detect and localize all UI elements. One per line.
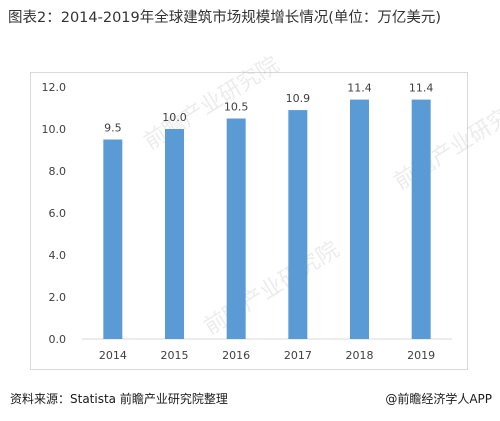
data-label: 10.9 bbox=[286, 92, 311, 105]
y-tick-label: 0.0 bbox=[49, 333, 67, 346]
bar bbox=[103, 139, 123, 339]
watermark-text: 前瞻产业研究院 bbox=[140, 52, 284, 155]
x-tick-label: 2018 bbox=[346, 349, 374, 362]
x-axis-ticks: 2014 2015 2016 2017 2018 2019 bbox=[99, 349, 435, 362]
bar bbox=[165, 129, 184, 339]
chart-title: 图表2：2014-2019年全球建筑市场规模增长情况(单位：万亿美元) bbox=[8, 10, 442, 26]
x-tick-label: 2017 bbox=[284, 349, 312, 362]
data-labels-group: 9.5 10.0 10.5 10.9 11.4 11.4 bbox=[104, 82, 433, 135]
x-tick-label: 2019 bbox=[407, 349, 435, 362]
brand-label: @前瞻经济学人APP bbox=[385, 392, 492, 406]
bar bbox=[350, 99, 369, 339]
x-tick-label: 2016 bbox=[222, 349, 250, 362]
watermark-text: 前瞻产业研究院 bbox=[390, 92, 500, 195]
bar bbox=[226, 118, 246, 339]
y-axis-ticks: 0.0 2.0 4.0 6.0 8.0 10.0 12.0 bbox=[42, 81, 67, 346]
y-tick-label: 8.0 bbox=[49, 165, 67, 178]
data-label: 11.4 bbox=[409, 82, 434, 95]
data-label: 10.0 bbox=[162, 111, 187, 124]
bars-group bbox=[103, 99, 431, 339]
x-tick-label: 2015 bbox=[161, 349, 189, 362]
y-tick-label: 10.0 bbox=[42, 123, 67, 136]
source-note: 资料来源：Statista 前瞻产业研究院整理 bbox=[10, 392, 228, 406]
x-tick-label: 2014 bbox=[99, 349, 127, 362]
data-label: 9.5 bbox=[104, 122, 122, 135]
y-tick-label: 12.0 bbox=[42, 81, 67, 94]
y-tick-label: 2.0 bbox=[49, 291, 67, 304]
watermark-text: 前瞻产业研究院 bbox=[200, 237, 344, 340]
watermark-layer: 前瞻产业研究院 前瞻产业研究院 前瞻产业研究院 bbox=[140, 52, 500, 340]
y-tick-label: 6.0 bbox=[49, 207, 67, 220]
y-tick-label: 4.0 bbox=[49, 249, 67, 262]
bar bbox=[411, 99, 431, 339]
bar bbox=[288, 110, 308, 339]
data-label: 11.4 bbox=[347, 82, 372, 95]
data-label: 10.5 bbox=[224, 101, 249, 114]
chart-area bbox=[30, 72, 468, 370]
